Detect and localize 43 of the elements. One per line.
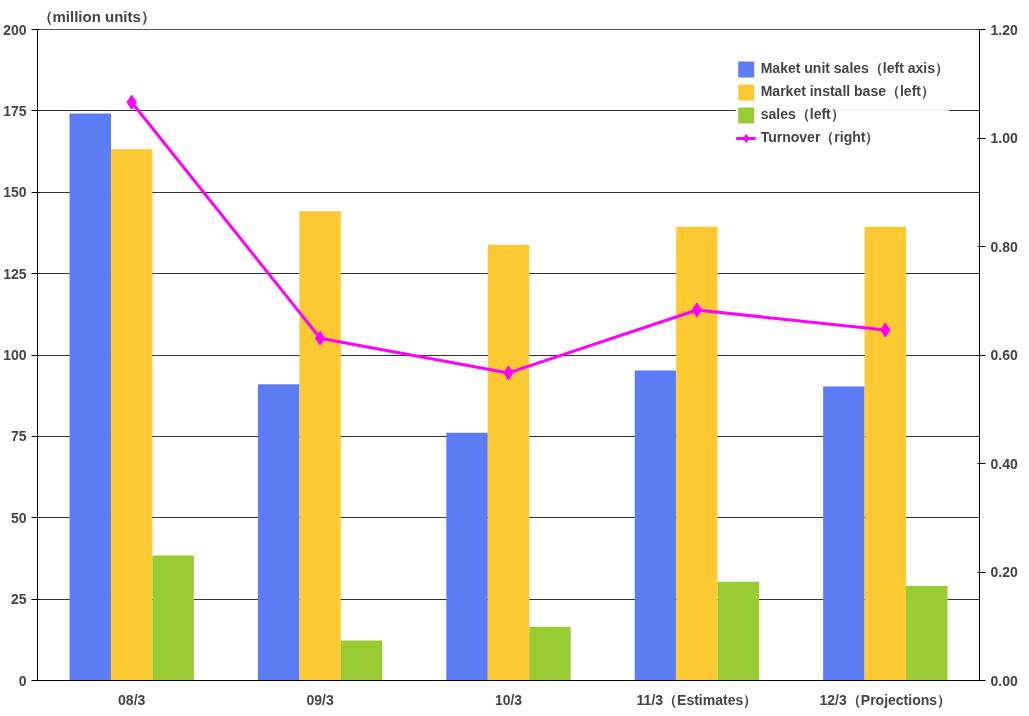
- y-tick-label: 100: [3, 347, 27, 363]
- bar: [257, 384, 300, 681]
- y2-tick-label: 1.00: [990, 130, 1018, 146]
- x-tick-label: 08/3: [118, 691, 146, 708]
- x-tick-label: 11/3（Estimates）: [636, 691, 758, 708]
- y-tick-label: 125: [3, 265, 27, 282]
- x-tick-label: 10/3: [494, 691, 523, 708]
- bar: [823, 386, 865, 681]
- point: [691, 302, 703, 318]
- y-axis-title: （million units）: [37, 7, 156, 25]
- bar: [717, 581, 760, 681]
- legend-label: sales（left）: [760, 106, 845, 124]
- y2-tick-label: 0.80: [990, 238, 1018, 255]
- y2-tick-label: 0.60: [990, 347, 1018, 363]
- bar: [69, 113, 111, 681]
- legend-label: Maket unit sales（left axis）: [760, 60, 949, 78]
- legend-label: Turnover（right）: [760, 129, 880, 147]
- bar: [676, 226, 718, 681]
- x-tick-label: 09/3: [306, 691, 334, 708]
- y2-tick-label: 0.40: [990, 455, 1018, 472]
- y-tick-label: 200: [3, 21, 27, 38]
- legend-label: Market install base（left）: [760, 83, 935, 101]
- y-tick-label: 150: [3, 184, 27, 201]
- bar: [529, 626, 571, 681]
- y-tick-label: 25: [10, 591, 27, 608]
- bar: [446, 432, 488, 681]
- bar: [487, 244, 530, 681]
- y-tick-label: 175: [3, 102, 27, 119]
- point: [314, 330, 326, 346]
- bar: [299, 211, 341, 681]
- bar: [152, 555, 194, 681]
- bar: [864, 226, 907, 681]
- y-tick-label: 0: [18, 672, 27, 689]
- bar: [110, 149, 153, 681]
- x-tick-label: 12/3（Projections）: [819, 691, 952, 708]
- y-tick-label: 50: [10, 509, 27, 526]
- y2-tick-label: 1.20: [990, 21, 1018, 38]
- y-tick-label: 75: [10, 428, 27, 445]
- bar: [340, 640, 383, 681]
- y2-tick-label: 0.00: [990, 672, 1018, 689]
- bar: [634, 370, 677, 681]
- y2-tick-label: 0.20: [990, 564, 1018, 580]
- bar: [906, 586, 948, 681]
